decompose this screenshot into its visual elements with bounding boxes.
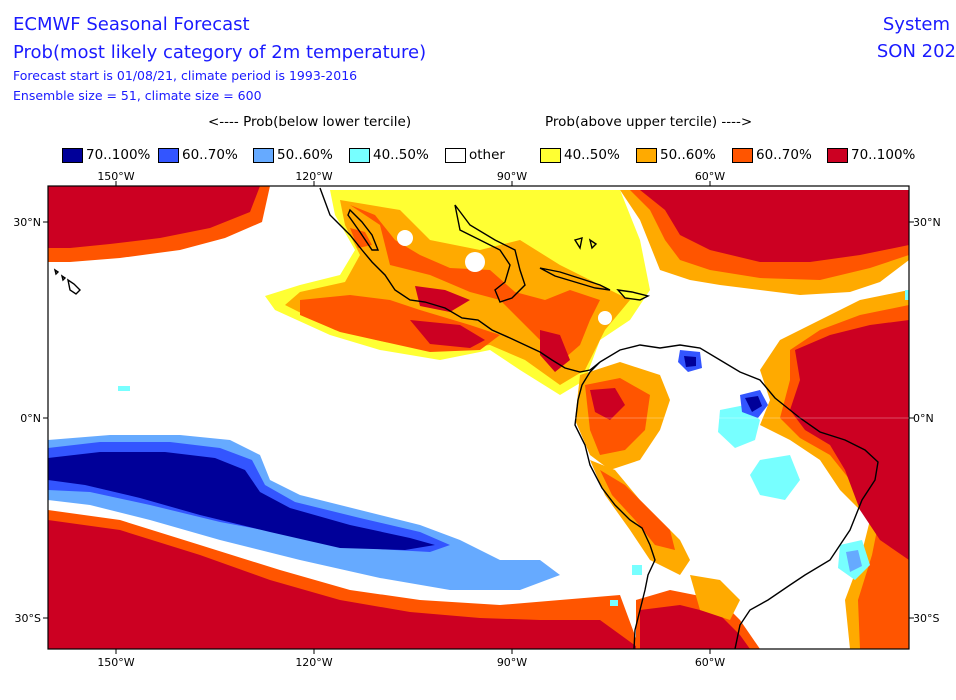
lat-label-left: 0°N (20, 412, 41, 425)
lon-label-top: 120°W (295, 170, 332, 183)
legend-label: 70..100% (851, 147, 916, 163)
legend-label: 60..70% (756, 147, 812, 163)
legend-swatch (253, 147, 274, 163)
legend-item: 70..100% (62, 146, 150, 164)
legend-label: 50..60% (660, 147, 716, 163)
legend-header-below: <---- Prob(below lower tercile) (208, 114, 412, 130)
lat-label-right: 30°N (913, 216, 941, 229)
lon-label-top: 90°W (497, 170, 527, 183)
legend-item: 60..70% (158, 146, 238, 164)
legend-swatch (827, 147, 848, 163)
legend-item: 60..70% (732, 146, 812, 164)
legend-swatch (445, 147, 466, 163)
system-label: System (882, 14, 950, 35)
legend-swatch (732, 147, 753, 163)
legend-swatch (349, 147, 370, 163)
lat-label-right: 0°N (913, 412, 934, 425)
legend-label: 40..50% (564, 147, 620, 163)
legend-header-above: Prob(above upper tercile) ----> (545, 114, 753, 130)
legend-label: 60..70% (182, 147, 238, 163)
legend-item: other (445, 146, 505, 164)
lon-label-bottom: 60°W (695, 656, 725, 669)
axis-ticks (43, 181, 914, 654)
lat-label-left: 30°N (13, 216, 41, 229)
ensemble-size-info: Ensemble size = 51, climate size = 600 (13, 88, 262, 103)
lon-label-bottom: 120°W (295, 656, 332, 669)
legend-item: 50..60% (253, 146, 333, 164)
legend-item: 40..50% (349, 146, 429, 164)
lat-label-left: 30°S (15, 612, 41, 625)
coastlines (53, 187, 879, 649)
legend-label: 50..60% (277, 147, 333, 163)
lon-label-top: 60°W (695, 170, 725, 183)
lat-label-right: 30°S (913, 612, 939, 625)
legend-swatch (540, 147, 561, 163)
legend-item: 40..50% (540, 146, 620, 164)
probability-field (48, 186, 909, 649)
forecast-start-info: Forecast start is 01/08/21, climate peri… (13, 68, 358, 83)
legend-label: other (469, 147, 505, 163)
forecast-subtitle: Prob(most likely category of 2m temperat… (13, 42, 427, 63)
legend-swatch (636, 147, 657, 163)
legend-item: 70..100% (827, 146, 915, 164)
legend-swatch (62, 147, 83, 163)
lon-label-bottom: 150°W (97, 656, 134, 669)
legend-swatch (158, 147, 179, 163)
legend-label: 40..50% (373, 147, 429, 163)
lon-label-bottom: 90°W (497, 656, 527, 669)
legend-label: 70..100% (86, 147, 151, 163)
lon-label-top: 150°W (97, 170, 134, 183)
legend-item: 50..60% (636, 146, 716, 164)
season-label: SON 202 (876, 41, 956, 62)
forecast-title: ECMWF Seasonal Forecast (13, 14, 250, 35)
